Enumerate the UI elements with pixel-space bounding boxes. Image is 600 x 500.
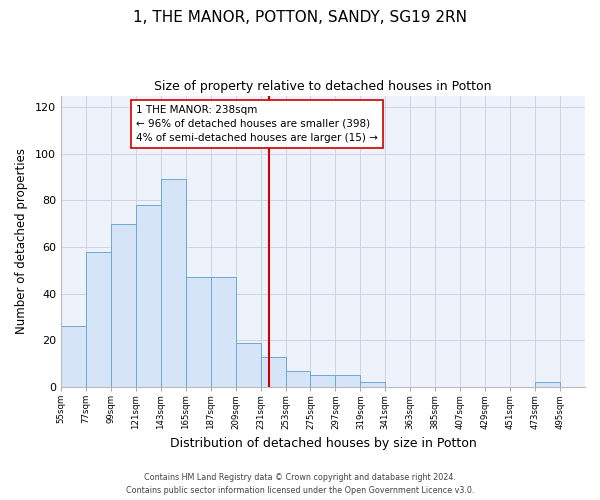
Y-axis label: Number of detached properties: Number of detached properties bbox=[15, 148, 28, 334]
Bar bbox=[310, 375, 335, 387]
X-axis label: Distribution of detached houses by size in Potton: Distribution of detached houses by size … bbox=[170, 437, 476, 450]
Bar bbox=[361, 382, 385, 387]
Bar bbox=[136, 205, 161, 387]
Bar bbox=[535, 382, 560, 387]
Bar bbox=[111, 224, 136, 387]
Bar bbox=[86, 252, 111, 387]
Bar bbox=[260, 356, 286, 387]
Bar bbox=[211, 278, 236, 387]
Text: 1 THE MANOR: 238sqm
← 96% of detached houses are smaller (398)
4% of semi-detach: 1 THE MANOR: 238sqm ← 96% of detached ho… bbox=[136, 105, 377, 143]
Bar bbox=[61, 326, 86, 387]
Text: Contains HM Land Registry data © Crown copyright and database right 2024.
Contai: Contains HM Land Registry data © Crown c… bbox=[126, 473, 474, 495]
Bar bbox=[161, 180, 186, 387]
Bar bbox=[335, 375, 361, 387]
Bar bbox=[186, 278, 211, 387]
Bar bbox=[286, 370, 310, 387]
Title: Size of property relative to detached houses in Potton: Size of property relative to detached ho… bbox=[154, 80, 492, 93]
Bar bbox=[236, 342, 260, 387]
Text: 1, THE MANOR, POTTON, SANDY, SG19 2RN: 1, THE MANOR, POTTON, SANDY, SG19 2RN bbox=[133, 10, 467, 25]
